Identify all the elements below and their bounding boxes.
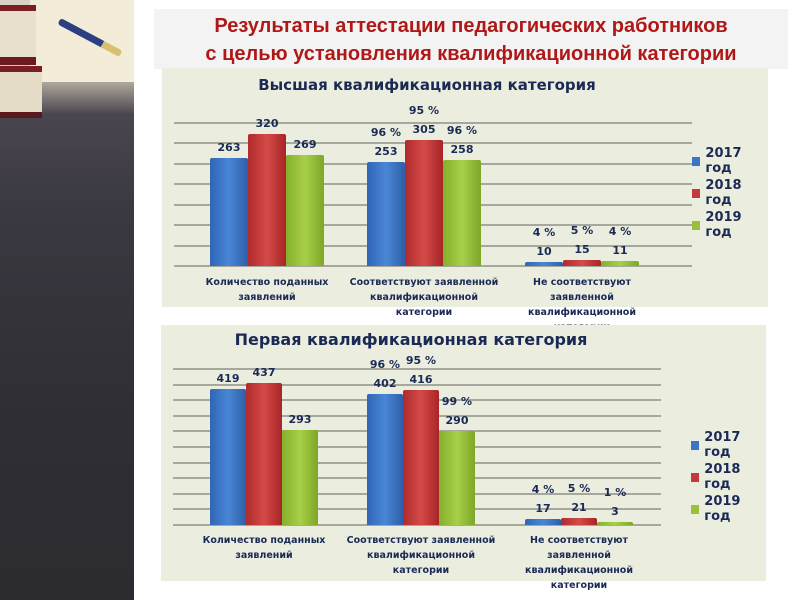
gridline [173,368,661,370]
book-image [0,66,42,118]
data-label-value: 253 [374,144,398,158]
data-label-percent: 99 % [441,394,473,408]
category-label-line: Не соответствуют заявленной [530,535,628,561]
legend-label: 2017 год [704,430,741,460]
legend-item: 2018 год [691,462,766,492]
data-label-value: 10 [536,244,552,258]
bar [282,429,318,525]
legend-swatch-icon [691,440,700,450]
data-label-percent: 4 % [531,483,555,497]
chart-first-category: Первая квалификационная категория 419 437 2… [161,325,766,591]
chart-highest-category: Высшая квалификационная категория 263 320 2… [162,68,768,333]
data-label-value: 437 [252,365,276,379]
page-title: Результаты аттестации педагогических раб… [154,12,788,68]
gridline [173,383,661,386]
data-label-value: 293 [288,412,312,426]
legend-label: 2019 год [704,494,741,524]
data-label-percent: 96 % [446,123,478,137]
chart-title: Высшая квалификационная категория [258,76,596,94]
category-label-line: Соответствуют заявленной [349,277,499,288]
legend-label: 2018 год [705,178,742,208]
data-label-percent: 4 % [532,225,556,239]
legend-item: 2017 год [692,146,768,176]
bar [601,261,639,266]
data-label-value: 290 [445,413,469,427]
bar [367,161,405,266]
data-label-value: 402 [373,377,397,391]
bar [439,430,475,525]
title-line-1: Результаты аттестации педагогических раб… [214,15,728,37]
chart-title: Первая квалификационная категория [234,330,588,349]
category-label-line: квалификационной категории [525,565,633,591]
data-label-value: 269 [293,138,317,152]
bar [563,259,601,266]
data-label-percent: 5 % [570,223,594,237]
bar [246,382,282,525]
data-label-percent: 1 % [603,486,627,499]
data-label-percent: 5 % [567,482,591,496]
bar [286,155,324,266]
bar [210,157,248,266]
category-label-line: Соответствуют заявленной [346,535,496,546]
legend-swatch-icon [691,504,700,514]
category-label: Количество поданных заявлений [187,275,347,305]
bar [403,389,439,525]
data-label-value: 419 [216,371,240,385]
title-banner [154,9,788,69]
data-label-value: 17 [535,502,551,516]
legend-swatch-icon [692,188,701,198]
data-label-value: 21 [571,501,587,515]
category-label: Количество поданных заявлений [184,533,344,563]
legend-item: 2017 год [691,430,766,460]
data-label-value: 3 [611,505,619,518]
data-label-value: 416 [409,372,433,386]
title-line-2: с целью установления квалификационной ка… [205,43,737,65]
legend-item: 2019 год [692,210,768,240]
bar [525,261,563,266]
legend-item: 2018 год [692,178,768,208]
notebook-image [30,0,134,82]
data-label-value: 15 [574,242,590,256]
bar [405,140,443,266]
data-label-percent: 96 % [370,125,402,139]
category-label-line: заявлений [235,550,293,561]
gridline [174,122,692,124]
bar [597,522,633,525]
bar [248,134,286,266]
data-label-value: 11 [612,244,628,258]
bar [561,518,597,525]
category-label-line: Количество поданных заявлений [205,277,329,303]
bar [525,519,561,525]
book-image [0,5,36,65]
category-label-line: Не соответствуют заявленной [533,277,631,303]
data-label-percent: 96 % [369,358,401,372]
category-label: Не соответствуют заявленной квалификацион… [499,533,659,593]
category-label: Соответствуют заявленной квалификационной… [341,533,501,578]
data-label-percent: 95 % [408,104,440,118]
data-label-value: 320 [255,117,279,130]
data-label-percent: 4 % [608,225,632,239]
category-label-line: квалификационной категории [367,550,475,576]
data-label-value: 263 [217,140,241,154]
legend-label: 2017 год [705,146,742,176]
category-label: Соответствуют заявленной квалификационной… [344,275,504,320]
x-axis-line [174,265,692,267]
legend-swatch-icon [692,220,701,230]
bar [443,159,481,266]
x-axis-line [173,524,661,526]
legend-swatch-icon [691,472,700,482]
category-label-line: Количество поданных [202,535,326,546]
legend-label: 2019 год [705,210,742,240]
category-label-line: квалификационной категории [370,292,478,318]
decorative-photo-books-pen [0,0,134,600]
legend-item: 2019 год [691,494,766,524]
data-label-value: 305 [412,123,436,137]
data-label-percent: 95 % [405,353,437,367]
data-label-value: 258 [450,142,474,156]
bar [367,394,403,525]
legend-swatch-icon [692,156,701,166]
bar [210,388,246,525]
legend-label: 2018 год [704,462,741,492]
